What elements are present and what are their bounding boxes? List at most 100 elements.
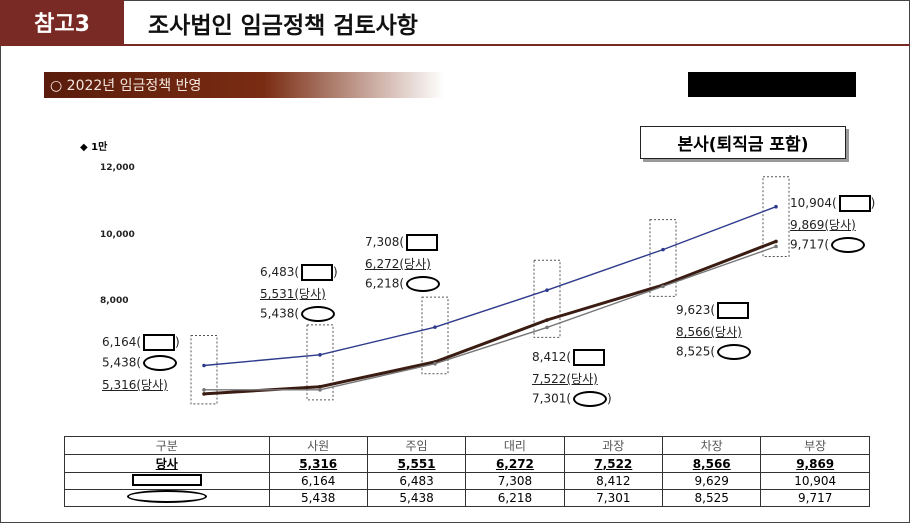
data-label: 7,308( (365, 234, 439, 251)
table-cell: 7,522 (563, 454, 664, 473)
data-label: 10,904() (790, 195, 875, 212)
data-label-tail: ) (607, 391, 612, 406)
header-bar: 참고3 조사법인 임금정책 검토사항 (0, 0, 910, 44)
data-point (545, 288, 549, 292)
data-label: 5,316(당사) (102, 376, 168, 393)
row-label: 당사 (64, 454, 270, 473)
table-cell: 8,525 (661, 489, 762, 507)
series-line-2 (204, 245, 777, 391)
data-label: 9,717( (790, 237, 866, 253)
redaction-rect-icon (131, 473, 202, 486)
data-label-tail: ) (333, 265, 338, 279)
data-point (202, 363, 206, 368)
category-bracket-과장 (533, 259, 561, 338)
table-cell: 5,551 (366, 454, 467, 473)
data-label-text: 5,438( (102, 355, 142, 370)
table-cell: 9,629 (661, 472, 762, 490)
table-cell: 5,438 (268, 489, 368, 507)
category-bracket-대리 (421, 296, 449, 375)
category-bracket-차장 (649, 219, 677, 297)
data-label-text: 8,566(당사) (676, 325, 742, 339)
data-label-text: 7,308( (365, 235, 405, 249)
data-point (545, 325, 549, 330)
redaction-rect-icon (717, 302, 750, 319)
header-divider (0, 44, 910, 46)
data-label-text: 6,164( (102, 335, 142, 349)
data-label-text: 9,717( (790, 237, 830, 252)
data-label: 9,623( (676, 302, 750, 319)
row-label (64, 472, 270, 490)
table-cell: 6,164 (268, 472, 368, 490)
table-cell: 7,308 (465, 472, 565, 490)
data-label-text: 8,525( (676, 344, 716, 359)
y-tick-label: 10,000 (100, 230, 135, 240)
redaction-oval-icon (406, 276, 441, 292)
data-label-tail: ) (870, 196, 876, 210)
data-point (774, 244, 778, 249)
series-line-0 (203, 206, 777, 367)
table-cell: 8,566 (661, 454, 762, 473)
redaction-rect-icon (301, 264, 334, 281)
data-label-text: 9,623( (676, 303, 716, 317)
data-point (774, 204, 778, 209)
category-bracket-부장 (762, 176, 790, 257)
table-header-cell: 구분 (64, 436, 270, 455)
redaction-oval-icon (126, 490, 207, 503)
data-label: 8,566(당사) (676, 323, 742, 340)
table-header-cell: 차장 (661, 436, 762, 455)
data-point (661, 284, 665, 289)
data-label: 7,301() (532, 391, 612, 407)
row-label (64, 489, 270, 507)
table-cell: 8,412 (563, 472, 664, 490)
redaction-oval-icon (143, 355, 178, 371)
data-label: 9,869(당사) (790, 216, 856, 233)
section-title: ○ 2022년 임금정책 반영 (44, 72, 444, 98)
series-line-1 (203, 240, 777, 396)
redaction-rect-icon (406, 234, 439, 251)
data-label: 5,531(당사) (260, 285, 326, 302)
data-table: 구분 사원 주임 대리 과장 차장 부장 당사 5,316 5,551 6,27… (64, 436, 870, 507)
data-label-text: 5,531(당사) (260, 287, 326, 301)
table-header-cell: 주임 (366, 436, 467, 455)
category-bracket-사원 (190, 335, 218, 405)
data-label: 5,438( (102, 355, 178, 371)
data-label-text: 6,483( (260, 265, 300, 279)
data-point (318, 388, 322, 392)
table-row: 당사 5,316 5,551 6,272 7,522 8,566 9,869 (64, 454, 870, 473)
table-header-cell: 사원 (268, 436, 368, 455)
data-label: 6,272(당사) (365, 255, 431, 272)
table-header-row: 구분 사원 주임 대리 과장 차장 부장 (64, 436, 870, 455)
table-cell: 5,316 (268, 454, 368, 473)
table-cell: 6,218 (465, 489, 565, 507)
table-cell: 10,904 (760, 472, 870, 490)
data-point (661, 247, 665, 252)
data-point (318, 384, 322, 389)
page-title: 조사법인 임금정책 검토사항 (148, 13, 418, 39)
data-label-text: 6,218( (365, 276, 405, 291)
unit-label: ◆ 1만 (80, 142, 108, 153)
data-label-text: 5,438( (260, 306, 300, 321)
chart-box-label: 본사(퇴직금 포함) (640, 126, 846, 159)
table-header-cell: 과장 (563, 436, 664, 455)
table-cell: 7,301 (563, 489, 664, 507)
data-point (202, 392, 206, 396)
table-cell: 5,438 (366, 489, 467, 507)
data-label: 6,164() (102, 334, 180, 351)
data-label: 8,525( (676, 344, 752, 360)
data-label: 6,218( (365, 276, 441, 292)
table-header-cell: 대리 (465, 436, 565, 455)
data-point (433, 325, 437, 329)
data-point (202, 388, 206, 392)
header-badge: 참고3 (0, 0, 124, 44)
data-point (318, 353, 322, 357)
redaction-oval-icon (573, 391, 608, 407)
data-label: 6,483() (260, 264, 338, 281)
data-point (774, 239, 778, 244)
y-tick-label: 12,000 (100, 163, 135, 173)
category-bracket-주임 (306, 324, 334, 401)
data-label-text: 10,904( (790, 196, 837, 210)
data-label: 5,438( (260, 306, 336, 322)
redaction-oval-icon (831, 237, 866, 253)
redaction-rect-icon (573, 349, 606, 366)
